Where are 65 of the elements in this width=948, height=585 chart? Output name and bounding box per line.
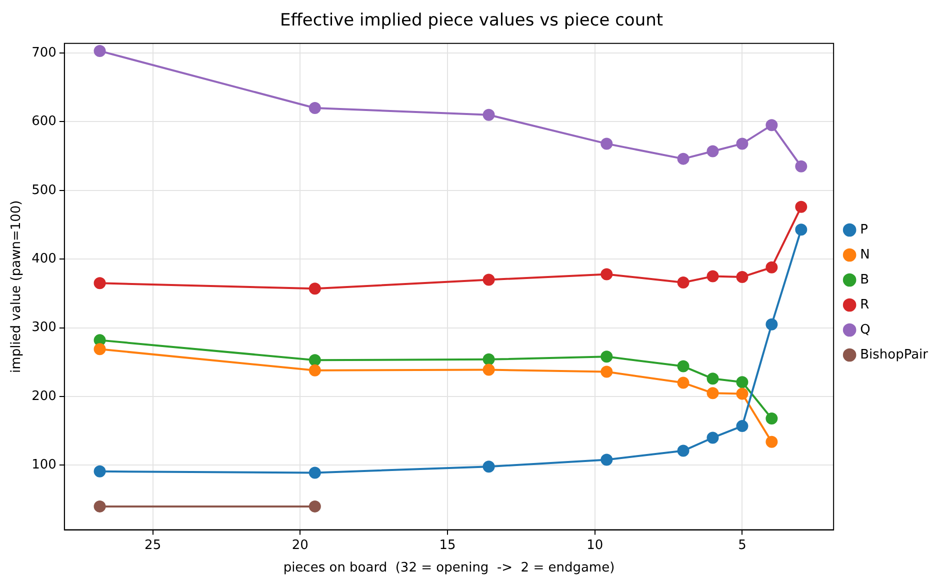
point [94, 44, 106, 57]
point [600, 138, 613, 150]
y-tick-label: 300 [32, 320, 56, 336]
chart-title: Effective implied piece values vs piece count [280, 10, 664, 31]
point [677, 152, 690, 165]
y-tick-label: 600 [32, 114, 56, 130]
point [308, 466, 321, 479]
point [795, 200, 808, 213]
y-tick-label: 100 [32, 458, 56, 473]
point [600, 366, 613, 378]
point [94, 343, 106, 356]
point [482, 460, 495, 473]
legend-label: R [860, 297, 870, 312]
point [706, 372, 719, 385]
x-axis-title: pieces on board (32 = opening -> 2 = endgame) [283, 560, 615, 576]
point [736, 376, 748, 388]
legend-label: BishopPair [860, 347, 929, 362]
legend-label: Q [860, 322, 870, 338]
point [600, 350, 613, 363]
point [482, 353, 495, 366]
point [795, 224, 808, 236]
point [308, 102, 321, 114]
y-tick-label: 200 [32, 388, 56, 404]
point [308, 364, 321, 376]
point [706, 270, 719, 282]
point [766, 119, 778, 132]
x-tick-label: 5 [738, 538, 746, 553]
point [766, 436, 778, 448]
point [677, 276, 690, 288]
legend-label: N [860, 247, 870, 262]
point [482, 108, 495, 121]
point [706, 432, 719, 444]
point [736, 138, 748, 150]
point [677, 444, 690, 457]
point [677, 376, 690, 389]
point [766, 261, 778, 274]
y-tick-label: 700 [32, 45, 56, 60]
point [706, 145, 719, 158]
point [94, 500, 106, 512]
legend-label: P [860, 222, 868, 238]
x-tick-label: 10 [586, 538, 604, 553]
point [795, 160, 808, 172]
x-tick-label: 25 [144, 538, 162, 553]
point [766, 318, 778, 330]
point [766, 412, 778, 425]
y-tick-label: 400 [32, 251, 56, 266]
point [736, 270, 748, 283]
y-axis-title: implied value (pawn=100) [9, 200, 24, 373]
y-tick-label: 500 [32, 182, 56, 198]
point [600, 268, 613, 280]
point [482, 364, 495, 376]
point [308, 500, 321, 512]
x-tick-label: 20 [292, 538, 308, 553]
point [308, 282, 321, 295]
x-tick-label: 15 [439, 538, 456, 553]
point [94, 277, 106, 290]
point [94, 465, 106, 478]
point [736, 388, 748, 400]
point [677, 360, 690, 372]
legend-label: B [860, 272, 869, 288]
point [600, 454, 613, 466]
point [482, 274, 495, 286]
point [736, 420, 748, 432]
point [706, 387, 719, 400]
point [308, 354, 321, 366]
